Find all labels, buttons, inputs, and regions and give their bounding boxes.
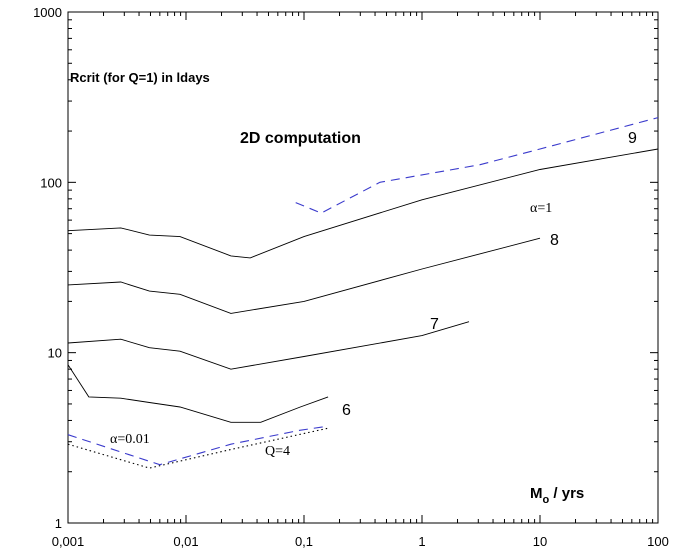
annotation: 2D computation [240, 130, 361, 147]
series-line [67, 321, 470, 370]
x-tick-label: 0,01 [173, 534, 198, 549]
annotation: Rcrit (for Q=1) in ldays [70, 70, 210, 85]
x-tick-label: 10 [533, 534, 547, 549]
y-tick-label: 10 [48, 346, 62, 361]
x-tick-label: 0,001 [52, 534, 85, 549]
x-tick-label: 1 [418, 534, 425, 549]
x-tick-label: 100 [647, 534, 669, 549]
series-line [67, 427, 329, 469]
series-label: 7 [430, 316, 439, 333]
series-line [67, 425, 329, 466]
series-label: α=1 [530, 201, 552, 216]
y-tick-label: 100 [40, 175, 62, 190]
series-label: 9 [628, 130, 637, 147]
series-label: 8 [550, 232, 559, 249]
series-line [67, 148, 659, 259]
series-label: α=0.01 [110, 432, 150, 447]
series-line [67, 237, 541, 314]
y-tick-label: 1 [55, 516, 62, 531]
series-line [295, 117, 659, 214]
plot-frame [67, 11, 659, 524]
series-label: 6 [342, 402, 351, 419]
series-label: Q=4 [265, 444, 290, 459]
x-tick-label: 0,1 [295, 534, 313, 549]
series-line [67, 364, 329, 423]
x-axis-label: Mo / yrs [530, 485, 584, 506]
y-tick-label: 1000 [33, 5, 62, 20]
